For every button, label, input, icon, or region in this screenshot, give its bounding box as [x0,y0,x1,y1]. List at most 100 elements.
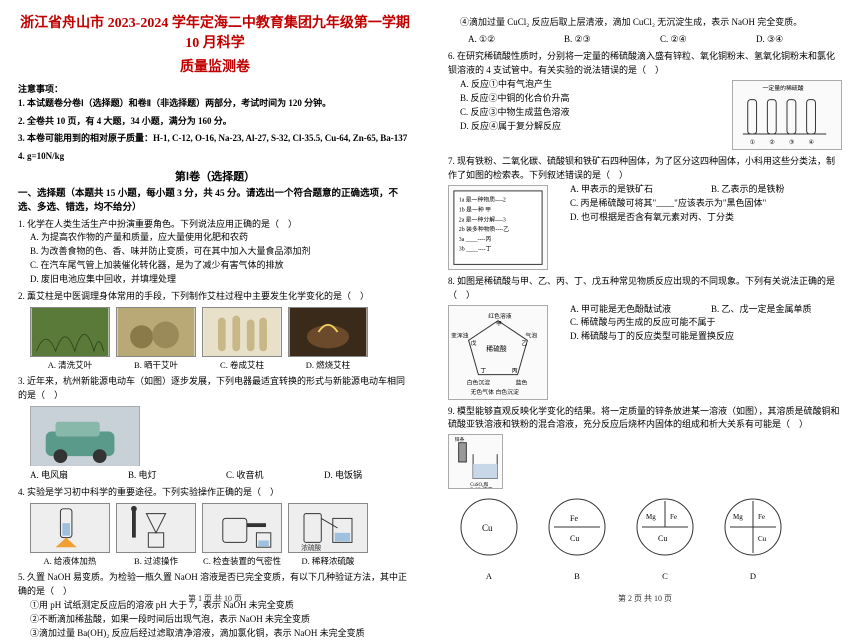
svg-text:Fe: Fe [670,513,677,521]
q3-B: B. 电灯 [128,469,216,483]
q2-stem: 2. 薰艾柱是中医调理身体常用的手段，下列制作艾柱过程中主要发生化学变化的是（ … [18,290,412,304]
svg-text:Cu: Cu [570,534,579,543]
q4-cap-b: B. 过滤操作 [116,555,196,568]
q2-img-b [116,307,196,357]
notice-1: 1. 本试题卷分卷Ⅰ（选择题）和卷Ⅱ（非选择题）两部分，考试时间为 120 分钟… [18,97,412,111]
svg-text:2a 是一种分解----3: 2a 是一种分解----3 [459,215,506,223]
q9-circ-d: MgFeCu D [718,495,788,565]
q5o-A: A. ①② [468,33,554,47]
svg-text:红色溶液: 红色溶液 [488,311,512,319]
q2: 2. 薰艾柱是中医调理身体常用的手段，下列制作艾柱过程中主要发生化学变化的是（ … [18,290,412,372]
q9-circ-c: MgFeCu C [630,495,700,565]
q1-A: A. 为提高农作物的产量和质量，应大量使用化肥和农药 [30,231,412,245]
svg-text:丙: 丙 [512,367,518,374]
svg-text:气泡: 气泡 [525,331,537,339]
q9-stem: 9. 模型能够直观反映化学变化的结果。将一定质量的锌条放进某一溶液（如图），其溶… [448,405,842,433]
q5: 5. 久置 NaOH 易变质。为检验一瓶久置 NaOH 溶液是否已完全变质，有以… [18,571,412,641]
svg-text:蓝色: 蓝色 [516,378,528,386]
svg-text:丁: 丁 [480,367,486,374]
svg-text:Fe: Fe [758,513,765,521]
footer-1: 第 1 页 共 10 页 [0,593,430,604]
q5-C: ③滴加过量 Ba(OH)₂ 反应后经过滤取清净溶液，滴加氯化铜，表示 NaOH … [30,627,412,641]
q6-stem: 6. 在研究稀硫酸性质时，分别将一定量的稀硫酸滴入盛有锌粒、氧化铜粉末、氢氧化铜… [448,50,842,78]
svg-text:白色沉淀: 白色沉淀 [467,378,491,386]
title-main: 浙江省舟山市 2023-2024 学年定海二中教育集团九年级第一学期 10 月科… [18,12,412,52]
q5d-wrap: ④滴加过量 CuCl₂ 反应后取上层清液，滴加 CuCl₂ 无沉淀生成，表示 N… [448,16,842,47]
svg-text:戊: 戊 [471,339,477,347]
q9: 9. 模型能够直观反映化学变化的结果。将一定质量的锌条放进某一溶液（如图），其溶… [448,405,842,566]
svg-text:稀硫酸: 稀硫酸 [486,344,507,353]
section-title: 第Ⅰ卷（选择题） [18,168,412,184]
svg-text:Mg: Mg [646,513,656,521]
q8-B: B. 乙、戊一定是金属单质 [711,303,842,317]
svg-text:一定量的稀硫酸: 一定量的稀硫酸 [762,84,803,92]
q4-img-c [202,503,282,553]
q9-circ-b: FeCu B [542,495,612,565]
page-2: ④滴加过量 CuCl₂ 反应后取上层清液，滴加 CuCl₂ 无沉淀生成，表示 N… [430,0,860,608]
q8: 8. 如图是稀硫酸与甲、乙、丙、丁、戊五种常见物质反应出现的不同现象。下列有关说… [448,275,842,402]
q1-C: C. 在汽车尾气管上加装催化转化器，是为了减少有害气体的排放 [30,259,412,273]
svg-text:Cu: Cu [658,534,667,543]
q2-img-d [288,307,368,357]
svg-text:3b ____----丁: 3b ____----丁 [459,245,492,252]
q8-A: A. 甲可能是无色酚酞试液 [570,303,701,317]
page-1: 浙江省舟山市 2023-2024 学年定海二中教育集团九年级第一学期 10 月科… [0,0,430,608]
q8-stem: 8. 如图是稀硫酸与甲、乙、丙、丁、戊五种常见物质反应出现的不同现象。下列有关说… [448,275,842,303]
q2-img-c [202,307,282,357]
q3: 3. 近年来，杭州新能源电动车（如图）逐步发展，下列电器最适宜转换的形式与新能源… [18,375,412,483]
q5-B: ②不断滴加稀盐酸，如果一段时间后出现气泡，表示 NaOH 未完全变质 [30,613,412,627]
q1-B: B. 为改善食物的色、香、味并防止变质，可在其中加入大量食品添加剂 [30,245,412,259]
title-sub: 质量监测卷 [18,56,412,76]
svg-text:锌条: 锌条 [455,436,465,443]
q4-cap-d: D. 稀释浓硫酸 [288,555,368,568]
q9-circles: Cu A FeCu B MgFeCu C MgFeCu D [454,495,842,565]
q4-cap-a: A. 给液体加热 [30,555,110,568]
q7-A: A. 甲表示的是铁矿石 [570,183,701,197]
q1-D: D. 废旧电池应集中回收，并填埋处理 [30,273,412,287]
q9-circ-a: Cu A [454,495,524,565]
q7-B: B. 乙表示的是铁粉 [711,183,842,197]
svg-text:Cu: Cu [482,523,493,533]
q4-cap-c: C. 检查装置的气密性 [202,555,282,568]
q2-cap-d: D. 燃烧艾柱 [288,359,368,372]
q5o-D: D. ③④ [756,33,842,47]
q5-D: ④滴加过量 CuCl₂ 反应后取上层清液，滴加 CuCl₂ 无沉淀生成，表示 N… [448,16,842,30]
q3-D: D. 电饭锅 [324,469,412,483]
svg-text:1a 是一种物质----2: 1a 是一种物质----2 [459,195,506,203]
q4: 4. 实验是学习初中科学的重要途径。下列实验操作正确的是（ ） 浓硫酸 A. 给… [18,486,412,568]
q9-fig: 锌条 CuSO₄和 FeSO₄溶液 [448,434,503,489]
q3-img [30,406,140,466]
svg-text:Fe: Fe [570,514,578,523]
svg-text:甲: 甲 [496,320,502,327]
q7: 7. 现有铁粉、二氧化碳、硫酸钡和铁矿石四种固体，为了区分这四种固体，小科用这些… [448,155,842,272]
q6: 6. 在研究稀硫酸性质时，分别将一定量的稀硫酸滴入盛有锌粒、氧化铜粉末、氢氧化铜… [448,50,842,152]
notice-head: 注意事项： [18,82,412,95]
svg-text:①: ① [750,139,755,146]
notice-3: 3. 本卷可能用到的相对原子质量：H-1, C-12, O-16, Na-23,… [18,132,412,146]
q5o-B: B. ②③ [564,33,650,47]
q2-cap-a: A. 清洗艾叶 [30,359,110,372]
q7-D: D. 也可根据是否含有氧元素对丙、丁分类 [570,211,842,225]
svg-text:浓硫酸: 浓硫酸 [301,543,321,552]
svg-text:3a ____----丙: 3a ____----丙 [459,236,492,243]
svg-text:②: ② [769,139,774,146]
q4-img-b [116,503,196,553]
q2-img-a [30,307,110,357]
svg-text:④: ④ [809,139,814,146]
q8-D: D. 稀硫酸与丁的反应类型可能是置换反应 [570,330,842,344]
q7-fig: 1a 是一种物质----2 1b 是一种 甲 2a 是一种分解----3 2b … [448,185,548,270]
q3-stem: 3. 近年来，杭州新能源电动车（如图）逐步发展，下列电器最适宜转换的形式与新能源… [18,375,412,403]
svg-text:1b 是一种 甲: 1b 是一种 甲 [459,205,491,213]
svg-text:无色气体 白色沉淀: 无色气体 白色沉淀 [471,388,519,396]
q2-cap-c: C. 卷成艾柱 [202,359,282,372]
q3-A: A. 电风扇 [30,469,118,483]
svg-text:③: ③ [789,139,794,146]
q1: 1. 化学在人类生活生产中扮演重要角色。下列说法应用正确的是（ ） A. 为提高… [18,218,412,288]
q7-C: C. 丙是稀硫酸可将其"____"应该表示为"黑色固体" [570,197,842,211]
q2-cap-b: B. 晒干艾叶 [116,359,196,372]
q4-img-d: 浓硫酸 [288,503,368,553]
q8-fig: 稀硫酸 红色溶液 气泡 蓝色 白色沉淀 变浑浊 甲 乙 丙 丁 戊 无色气体 白… [448,305,548,400]
q1-stem: 1. 化学在人类生活生产中扮演重要角色。下列说法应用正确的是（ ） [18,218,412,232]
svg-text:变浑浊: 变浑浊 [451,331,469,339]
q7-stem: 7. 现有铁粉、二氧化碳、硫酸钡和铁矿石四种固体，为了区分这四种固体，小科用这些… [448,155,842,183]
